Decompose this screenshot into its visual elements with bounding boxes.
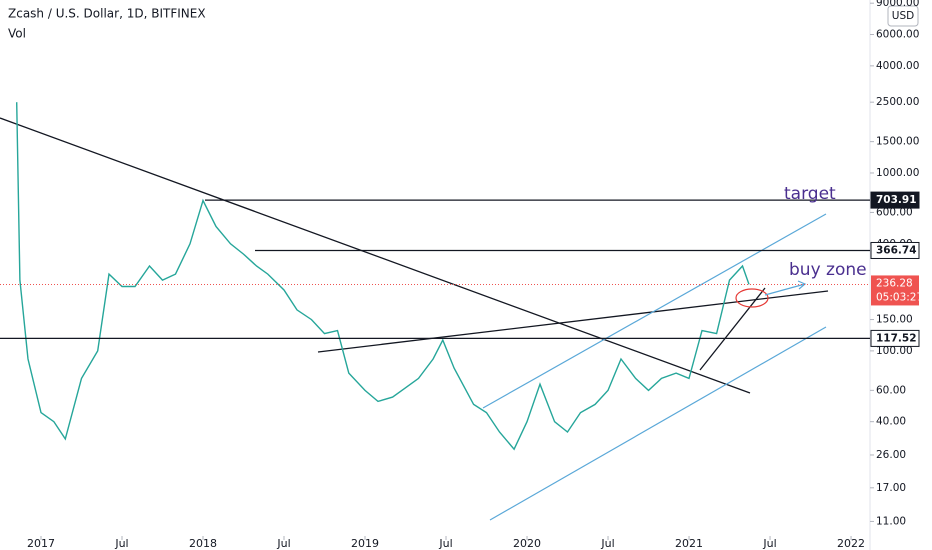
level-box <box>870 329 920 347</box>
x-tick-label: Jul <box>114 537 128 550</box>
y-tick-label: 60.00 <box>876 384 906 396</box>
channel-line <box>489 326 827 521</box>
y-tick-label: 11.00 <box>876 515 906 527</box>
arrow <box>764 283 806 296</box>
level-label: 366.74 <box>876 244 917 256</box>
y-tick-label: 6000.00 <box>876 29 919 41</box>
price-line <box>16 102 750 451</box>
y-tick-label: 1500.00 <box>876 136 919 148</box>
level-label: 117.52 <box>876 332 917 344</box>
x-tick-label: 2018 <box>189 537 217 550</box>
last-price-label: 236.28 <box>876 277 913 289</box>
level-box <box>870 241 920 259</box>
trendline <box>317 290 829 353</box>
x-tick-label: 2022 <box>837 537 865 550</box>
y-tick-label: 17.00 <box>876 482 906 494</box>
last-price-box <box>871 275 919 306</box>
trendline <box>699 287 766 371</box>
x-tick-label: Jul <box>276 537 290 550</box>
currency[interactable]: USD <box>892 10 914 22</box>
x-tick-label: 2020 <box>513 537 541 550</box>
currency-box[interactable] <box>887 5 919 27</box>
level-box <box>870 191 920 209</box>
highlight-ellipse <box>735 288 769 308</box>
trendline <box>0 117 751 394</box>
x-tick-label: 2017 <box>27 537 55 550</box>
x-tick-label: 2021 <box>675 537 703 550</box>
volume-label: Vol <box>8 27 26 41</box>
y-tick-label: 9000.00 <box>876 0 919 9</box>
y-tick-label: 100.00 <box>876 345 913 357</box>
x-tick-label: 2019 <box>351 537 379 550</box>
annotation: buy zone <box>789 260 867 280</box>
x-tick-label: Jul <box>600 537 614 550</box>
y-tick-label: 40.00 <box>876 416 906 428</box>
y-tick-label: 600.00 <box>876 206 913 218</box>
y-tick-label: 2500.00 <box>876 96 919 108</box>
y-tick-label: 4000.00 <box>876 60 919 72</box>
y-tick-label: 1000.00 <box>876 167 919 179</box>
channel-line <box>482 213 827 409</box>
y-tick-label: 26.00 <box>876 449 906 461</box>
x-tick-label: Jul <box>762 537 776 550</box>
chart-title: Zcash / U.S. Dollar, 1D, BITFINEX <box>8 7 206 21</box>
y-tick-label: 150.00 <box>876 314 913 326</box>
drawings <box>0 117 829 521</box>
countdown: 05:03:27 <box>876 291 923 303</box>
annotation: target <box>784 184 836 204</box>
level-label: 703.91 <box>876 194 917 206</box>
x-tick-label: Jul <box>438 537 452 550</box>
